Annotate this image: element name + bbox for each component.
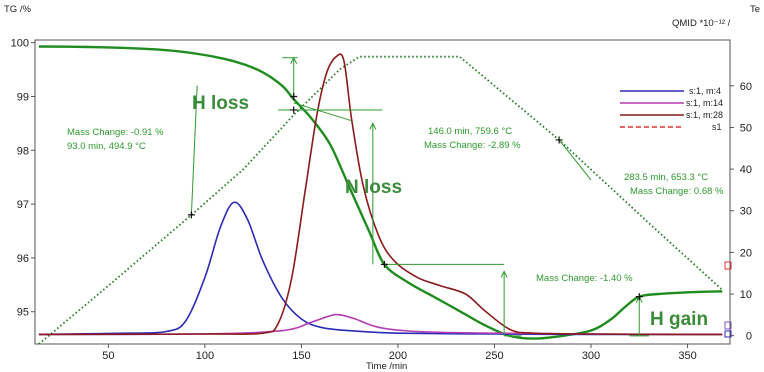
mass-change-4: Mass Change: 0.68 % — [630, 186, 724, 197]
h-loss-arrow-head — [290, 56, 298, 64]
mass-change-1: Mass Change: -0.91 % — [67, 127, 164, 138]
n-loss-arrow-head — [369, 122, 377, 130]
end-symbol-blue — [724, 330, 732, 338]
legend-label-m4: s:1, m:4 — [689, 86, 721, 96]
legend: s:1, m:4 s:1, m:14 s:1, m:28 s1 — [620, 86, 723, 132]
mc1-leader — [190, 85, 198, 215]
y-left-tick-label: 95 — [17, 307, 29, 319]
x-tick-label: 150 — [292, 350, 310, 362]
y-right-tick-label: 20 — [740, 247, 752, 259]
x-tick-label: 300 — [582, 350, 600, 362]
n-loss-label: N loss — [345, 177, 402, 198]
x-axis-title: Time /min — [366, 361, 407, 372]
y-right-tick-label: 30 — [740, 206, 752, 218]
marker-cross — [187, 211, 195, 219]
mc4-leader — [558, 139, 592, 181]
markers-group — [187, 92, 643, 301]
y-right-tick-label: 10 — [740, 289, 752, 301]
end-symbol-purple — [724, 321, 732, 330]
y-right-tick-label: 60 — [740, 81, 752, 93]
marker-cross — [635, 293, 643, 301]
y-right-axis-title: QMID *10⁻¹² / — [672, 18, 732, 29]
mc2-leader — [293, 102, 352, 122]
mass-change-2-time: 146.0 min, 759.6 °C — [428, 126, 512, 137]
y-right-axis-title-top: Te — [750, 4, 760, 15]
x-tick-label: 350 — [678, 350, 696, 362]
y-left-tick-label: 99 — [17, 91, 29, 103]
ms-m4-curve — [38, 201, 723, 336]
y-left-tick-label: 98 — [17, 145, 29, 157]
end-symbol-red — [724, 261, 732, 270]
marker-cross — [290, 106, 298, 114]
h-gain-label: H gain — [650, 309, 708, 330]
marker-cross — [290, 92, 298, 100]
x-tick-label: 250 — [485, 350, 503, 362]
plot-frame — [34, 39, 731, 345]
legend-label-s1: s1 — [712, 122, 722, 132]
y-left-tick-label: 100 — [11, 38, 29, 50]
y-right-tick-label: 0 — [746, 331, 752, 343]
temperature-curve — [38, 55, 723, 345]
y-left-axis-title: TG /% — [4, 4, 31, 15]
mass-change-2: Mass Change: -2.89 % — [424, 140, 521, 151]
mass-change-1-time: 93.0 min, 494.9 °C — [67, 141, 146, 152]
h-loss-label: H loss — [192, 93, 249, 114]
x-tick-label: 100 — [196, 350, 214, 362]
legend-label-m14: s:1, m:14 — [686, 98, 723, 108]
ms-m28-curve — [38, 53, 723, 336]
annotation-guides — [190, 56, 649, 337]
y-right-tick-label: 40 — [740, 164, 752, 176]
marker-cross — [555, 136, 563, 144]
y-left-tick-label: 96 — [17, 253, 29, 265]
y-left-tick-label: 97 — [17, 199, 29, 211]
mc3-arrow-head — [500, 270, 508, 278]
y-right-tick-label: 50 — [740, 122, 752, 134]
marker-cross — [380, 260, 388, 268]
mass-change-4-time: 283.5 min, 653.3 °C — [624, 172, 708, 183]
x-tick-label: 200 — [389, 350, 407, 362]
legend-label-m28: s:1, m:28 — [686, 110, 723, 120]
ms-m14-curve — [38, 313, 723, 336]
x-tick-label: 50 — [102, 350, 114, 362]
axis-ticks: 50 100 150 200 250 300 350 95 96 97 98 99 100 0 10 20 30… — [11, 38, 752, 362]
mass-change-3: Mass Change: -1.40 % — [536, 273, 633, 284]
